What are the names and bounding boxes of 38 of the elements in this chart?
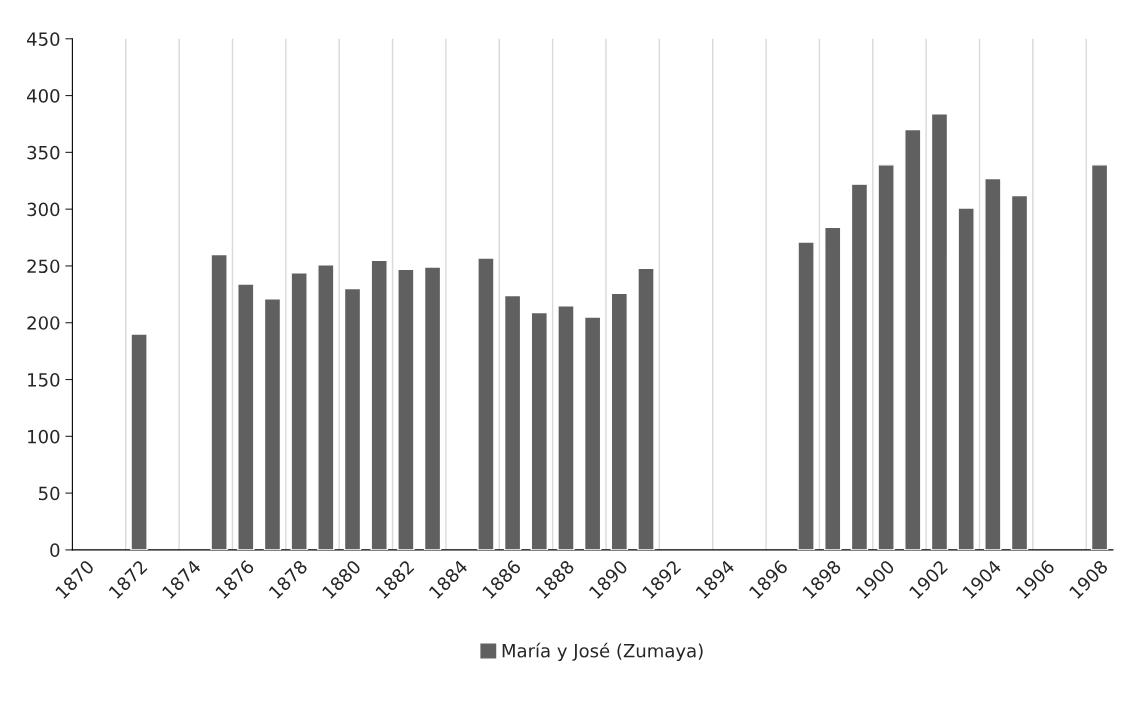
bar: [343, 287, 362, 550]
bar: [1010, 194, 1029, 550]
bar: [130, 333, 148, 550]
bar: [370, 259, 388, 550]
bar: [957, 207, 975, 550]
y-tick-label: 300: [27, 202, 60, 217]
bar: [477, 257, 495, 550]
bar: [210, 253, 228, 550]
bar: [797, 241, 815, 550]
bar: [317, 264, 335, 550]
y-tick-label: 100: [28, 429, 60, 444]
bar: [637, 267, 655, 550]
bar: [397, 268, 415, 550]
bar: [930, 113, 949, 550]
bar: [1090, 164, 1109, 550]
bar: [824, 226, 842, 550]
legend-label: María y José (Zumaya): [502, 642, 703, 662]
bar: [423, 266, 442, 550]
bar: [984, 177, 1002, 550]
bar: [290, 272, 308, 550]
y-tick-label: 250: [27, 259, 60, 274]
y-tick-label: 150: [28, 372, 60, 387]
bar: [583, 316, 602, 550]
bar: [263, 298, 282, 550]
y-tick-label: 200: [27, 316, 60, 330]
bar: [503, 294, 522, 550]
bar: [610, 292, 629, 550]
y-tick-label: 50: [39, 486, 60, 501]
bar: [877, 164, 895, 550]
bar: [530, 311, 548, 550]
bar: [904, 128, 922, 550]
y-tick-label: 400: [27, 89, 60, 103]
y-tick-label: 0: [50, 543, 60, 558]
y-tick-label: 350: [27, 145, 60, 160]
y-tick-label: 450: [27, 32, 60, 46]
bar: [557, 305, 575, 550]
bar: [237, 283, 255, 550]
bar: [850, 183, 869, 550]
